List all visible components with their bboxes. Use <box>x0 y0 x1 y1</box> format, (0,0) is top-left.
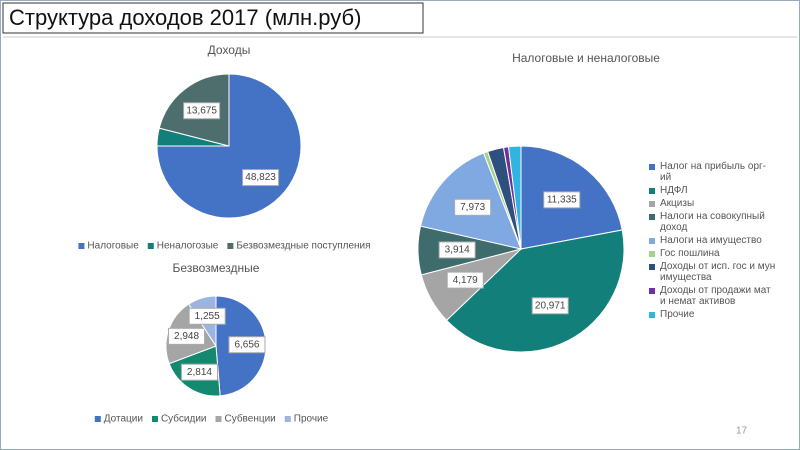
data-label: 1,255 <box>195 311 220 322</box>
legend-label: Налоги на имущество <box>660 235 762 246</box>
label-box <box>188 307 226 325</box>
legend-swatch <box>649 288 655 294</box>
data-label: 4,179 <box>453 275 478 286</box>
legend-label: Прочие <box>294 414 329 425</box>
label-box <box>438 241 476 259</box>
legend-item: Акцизы <box>649 198 777 209</box>
data-label: 3,914 <box>445 245 470 256</box>
legend-label: Доходы от исп. гос и мун имущества <box>660 261 776 283</box>
label-box <box>168 327 206 345</box>
label-box <box>543 191 581 209</box>
data-label: 6,656 <box>234 339 259 350</box>
pie-slice <box>445 229 625 353</box>
legend-item: Налоги на имущество <box>649 235 777 246</box>
data-label: 2,948 <box>174 331 199 342</box>
legend-item: Прочие <box>649 309 777 320</box>
data-label: 11,335 <box>547 194 577 205</box>
legend-swatch <box>649 188 655 194</box>
legend-label: Безвозмездные поступления <box>236 241 370 252</box>
label-box <box>454 198 492 216</box>
legend-label: Субсидии <box>161 413 207 425</box>
legend-swatch <box>227 243 234 249</box>
data-label: 20,971 <box>535 300 566 311</box>
label-box <box>183 102 221 120</box>
legend-label: Неналогозые <box>157 241 219 252</box>
legend-item: НДФЛ <box>649 185 777 196</box>
slide-title: Структура доходов 2017 (млн.руб) <box>9 5 361 30</box>
legend-swatch <box>649 201 655 207</box>
legend-label: Субвенции <box>225 413 276 425</box>
legend-item: Налоги на совокупный доход <box>649 211 777 233</box>
label-box <box>531 297 569 315</box>
legend-swatch <box>215 416 222 422</box>
label-box <box>446 271 484 289</box>
label-box <box>242 169 280 187</box>
legend-label: Доходы от продажи мат и немат активов <box>660 285 771 307</box>
label-box <box>228 336 266 354</box>
legend-swatch <box>151 416 158 422</box>
page-number: 17 <box>736 426 748 437</box>
chart-title: Доходы <box>208 43 251 57</box>
pie-slice <box>507 145 522 250</box>
legend-label: Гос пошлина <box>660 248 720 259</box>
legend-swatch <box>649 264 655 270</box>
legend: Налог на прибыль орг-ий НДФЛ Акцизы Налоги … <box>649 161 777 322</box>
legend-swatch <box>649 312 655 318</box>
legend-swatch <box>649 214 655 220</box>
data-label: 13,675 <box>186 105 217 116</box>
legend-swatch <box>94 416 101 422</box>
legend-swatch <box>649 238 655 244</box>
legend-swatch <box>649 251 655 257</box>
data-label: 7,973 <box>460 202 485 213</box>
legend-item: Доходы от исп. гос и мун имущества <box>649 261 777 283</box>
legend-swatch <box>78 243 85 249</box>
legend-label: Акцизы <box>660 198 695 209</box>
data-label: 2,814 <box>187 367 212 378</box>
legend-swatch <box>147 243 154 249</box>
legend-label: Налог на прибыль орг-ий <box>660 161 766 183</box>
legend-label: Прочие <box>660 309 695 320</box>
legend-label: Налоги на совокупный доход <box>660 211 765 233</box>
legend-label: Налоговые <box>87 241 139 252</box>
legend-item: Налог на прибыль орг-ий <box>649 161 777 183</box>
chart-title: Безвозмездные <box>173 261 260 275</box>
legend-item: Доходы от продажи мат и немат активов <box>649 285 777 307</box>
legend-label: НДФЛ <box>660 185 688 196</box>
data-label: 48,823 <box>245 172 276 183</box>
legend-item: Гос пошлина <box>649 248 777 259</box>
legend-swatch <box>649 164 655 170</box>
legend-label: Дотации <box>104 414 143 425</box>
title-box <box>2 2 424 34</box>
chart-title: Налоговые и неналоговые <box>512 51 660 65</box>
label-box <box>180 363 218 381</box>
legend-swatch <box>284 416 291 422</box>
